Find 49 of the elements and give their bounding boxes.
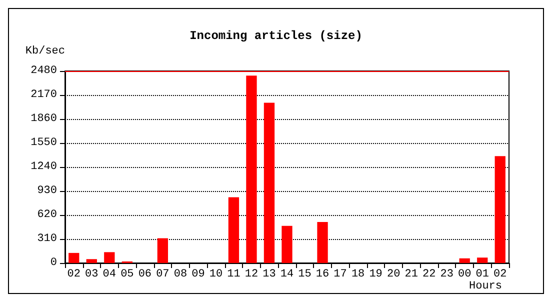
x-tick-label: 01 [476,268,490,280]
x-tick-label: 15 [298,268,312,280]
x-tick-label: 21 [404,268,418,280]
bar [68,252,80,263]
x-tick-label: 12 [244,268,258,280]
x-tick-label: 03 [85,268,98,280]
bar [104,252,115,263]
y-tick-label: 2480 [30,65,57,77]
bar [86,259,97,263]
y-tick-label: 1860 [30,113,57,125]
bar [264,102,275,263]
x-tick-label: 19 [369,268,382,280]
y-axis-title: Kb/sec [25,46,65,58]
bar [157,238,168,263]
x-tick-label: 18 [351,268,365,280]
y-tick-label: 620 [37,209,57,221]
x-tick-label: 23 [440,268,454,280]
bar [228,197,240,263]
x-tick-label: 08 [174,268,188,280]
x-axis-title: Hours [469,280,502,292]
bar [317,222,328,263]
x-tick-label: 02 [67,268,80,280]
x-tick-label: 04 [102,268,116,280]
y-tick-label: 0 [50,257,57,269]
x-tick-label: 02 [494,268,507,280]
x-tick-label: 00 [458,268,472,280]
bar [477,258,488,263]
y-tick-label: 1550 [30,137,57,149]
x-tick-label: 20 [386,268,400,280]
bar [246,76,257,263]
bar [494,156,506,263]
x-tick-label: 22 [422,268,436,280]
x-tick-label: 06 [138,268,152,280]
x-tick-label: 10 [209,268,223,280]
x-tick-label: 13 [262,268,276,280]
bar [282,226,292,263]
y-tick-label: 1240 [30,161,57,173]
x-tick-label: 11 [227,268,241,280]
x-tick-label: 05 [120,268,134,280]
bar [459,258,470,263]
x-tick-label: 17 [334,268,347,280]
x-tick-label: 16 [316,268,330,280]
x-tick-label: 14 [280,268,294,280]
y-tick-label: 310 [37,233,57,245]
y-tick-label: 2170 [30,89,57,101]
x-tick-label: 09 [192,268,205,280]
chart-title: Incoming articles (size) [190,29,362,43]
y-tick-label: 930 [37,185,57,197]
x-tick-label: 07 [156,268,170,280]
